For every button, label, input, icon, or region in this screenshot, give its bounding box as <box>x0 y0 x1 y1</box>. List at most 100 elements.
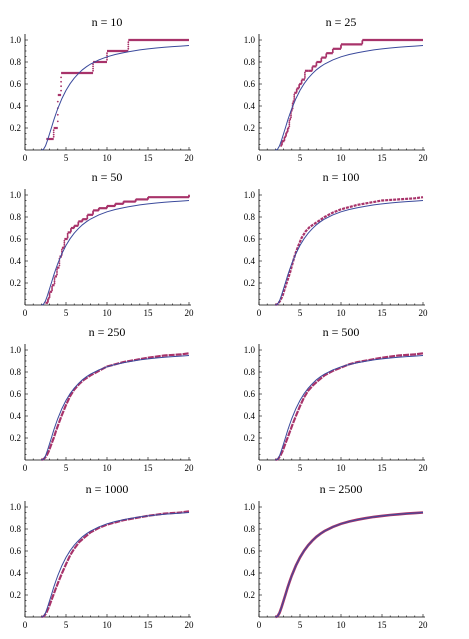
x-tick-label: 5 <box>298 620 303 630</box>
y-tick-label: 0.4 <box>244 568 256 578</box>
empirical-dot <box>106 58 108 61</box>
theory-series <box>275 45 424 151</box>
y-tick-label: 0.8 <box>244 367 256 377</box>
y-tick-label: 0.4 <box>10 256 22 266</box>
x-tick-label: 0 <box>23 463 28 473</box>
empirical-series <box>274 511 424 619</box>
empirical-dot <box>58 264 61 267</box>
theory-series <box>275 200 424 306</box>
empirical-dot <box>293 93 296 96</box>
chart-panel: n = 2500 0 5 10 15 20 0.2 0.4 0.6 0.8 1.0 <box>234 477 468 637</box>
empirical-dot <box>92 67 94 70</box>
y-tick-label: 1.0 <box>244 190 256 200</box>
chart-svg: n = 1000 0 5 10 15 20 0.2 0.4 0.6 0.8 1.0 <box>10 482 195 630</box>
x-tick-label: 20 <box>185 620 195 630</box>
empirical-dot <box>53 277 56 280</box>
x-tick-label: 15 <box>378 620 388 630</box>
y-tick-label: 0.4 <box>244 101 256 111</box>
empirical-dot <box>106 54 108 57</box>
empirical-dot <box>92 65 94 68</box>
empirical-dot <box>63 245 66 247</box>
chart-panel: n = 25 0 5 10 15 20 0.2 0.4 0.6 0.8 1.0 <box>234 10 468 170</box>
x-tick-label: 10 <box>103 463 113 473</box>
x-tick-label: 20 <box>185 153 195 163</box>
empirical-dot <box>291 102 294 105</box>
x-tick-label: 0 <box>23 308 28 318</box>
theory-series <box>41 355 190 461</box>
y-tick-label: 0.6 <box>244 234 256 244</box>
empirical-dot <box>51 288 53 291</box>
empirical-dot <box>127 47 130 50</box>
x-tick-label: 10 <box>337 620 347 630</box>
empirical-series <box>40 352 190 462</box>
y-tick-label: 0.8 <box>244 212 256 222</box>
y-tick-label: 0.6 <box>244 79 256 89</box>
y-tick-label: 1.0 <box>10 190 22 200</box>
y-tick-label: 1.0 <box>10 502 22 512</box>
empirical-dot <box>127 41 130 44</box>
y-tick-label: 0.2 <box>244 433 255 443</box>
x-tick-label: 15 <box>378 463 388 473</box>
y-tick-label: 0.2 <box>244 123 255 133</box>
y-tick-label: 1.0 <box>10 345 22 355</box>
y-tick-label: 1.0 <box>244 502 256 512</box>
chart-title: n = 1000 <box>86 482 129 496</box>
y-tick-label: 0.6 <box>10 546 22 556</box>
chart-panel: n = 250 0 5 10 15 20 0.2 0.4 0.6 0.8 1.0 <box>0 320 234 480</box>
empirical-dot <box>127 45 130 48</box>
x-tick-label: 15 <box>144 620 154 630</box>
chart-panel: n = 50 0 5 10 15 20 0.2 0.4 0.6 0.8 1.0 <box>0 165 234 325</box>
x-tick-label: 15 <box>144 463 154 473</box>
y-tick-label: 0.4 <box>244 411 256 421</box>
chart-svg: n = 2500 0 5 10 15 20 0.2 0.4 0.6 0.8 1.0 <box>244 482 428 630</box>
x-tick-label: 5 <box>64 153 69 163</box>
empirical-dot <box>53 282 56 285</box>
empirical-dot <box>53 280 56 283</box>
x-tick-label: 10 <box>103 153 113 163</box>
empirical-dot <box>48 296 51 298</box>
chart-title: n = 50 <box>92 170 123 184</box>
y-tick-label: 0.8 <box>244 57 256 67</box>
empirical-dot <box>56 268 58 271</box>
x-tick-label: 5 <box>298 308 303 318</box>
x-tick-label: 5 <box>64 308 69 318</box>
empirical-dot <box>92 69 94 72</box>
x-tick-label: 10 <box>337 308 347 318</box>
x-tick-label: 20 <box>419 153 429 163</box>
empirical-dot <box>293 97 296 99</box>
chart-svg: n = 25 0 5 10 15 20 0.2 0.4 0.6 0.8 1.0 <box>244 15 429 163</box>
empirical-dot <box>52 131 55 134</box>
y-tick-label: 0.4 <box>10 101 22 111</box>
y-tick-label: 0.2 <box>10 590 21 600</box>
chart-title: n = 2500 <box>320 482 363 496</box>
y-tick-label: 1.0 <box>10 35 22 45</box>
empirical-series <box>275 352 424 462</box>
empirical-series <box>274 196 424 307</box>
empirical-dot <box>56 120 59 123</box>
empirical-dot <box>106 52 108 55</box>
empirical-dot <box>63 239 66 242</box>
x-tick-label: 20 <box>185 308 195 318</box>
x-tick-label: 0 <box>257 463 262 473</box>
x-tick-label: 10 <box>103 308 113 318</box>
x-tick-label: 0 <box>23 620 28 630</box>
empirical-dot <box>60 89 62 92</box>
y-tick-label: 0.6 <box>244 389 256 399</box>
empirical-dot <box>60 80 62 83</box>
empirical-dot <box>58 262 61 265</box>
chart-title: n = 10 <box>92 15 123 29</box>
empirical-dot <box>304 71 306 74</box>
x-tick-label: 15 <box>144 308 154 318</box>
y-tick-label: 0.8 <box>10 57 22 67</box>
empirical-dot <box>290 116 292 119</box>
x-tick-label: 15 <box>378 308 388 318</box>
y-tick-label: 0.6 <box>10 79 22 89</box>
empirical-dot <box>52 133 55 136</box>
empirical-dot <box>288 121 291 124</box>
empirical-dot <box>56 271 58 274</box>
empirical-dot <box>60 85 62 88</box>
x-tick-label: 20 <box>185 463 195 473</box>
x-tick-label: 5 <box>64 620 69 630</box>
empirical-dot <box>63 241 66 244</box>
